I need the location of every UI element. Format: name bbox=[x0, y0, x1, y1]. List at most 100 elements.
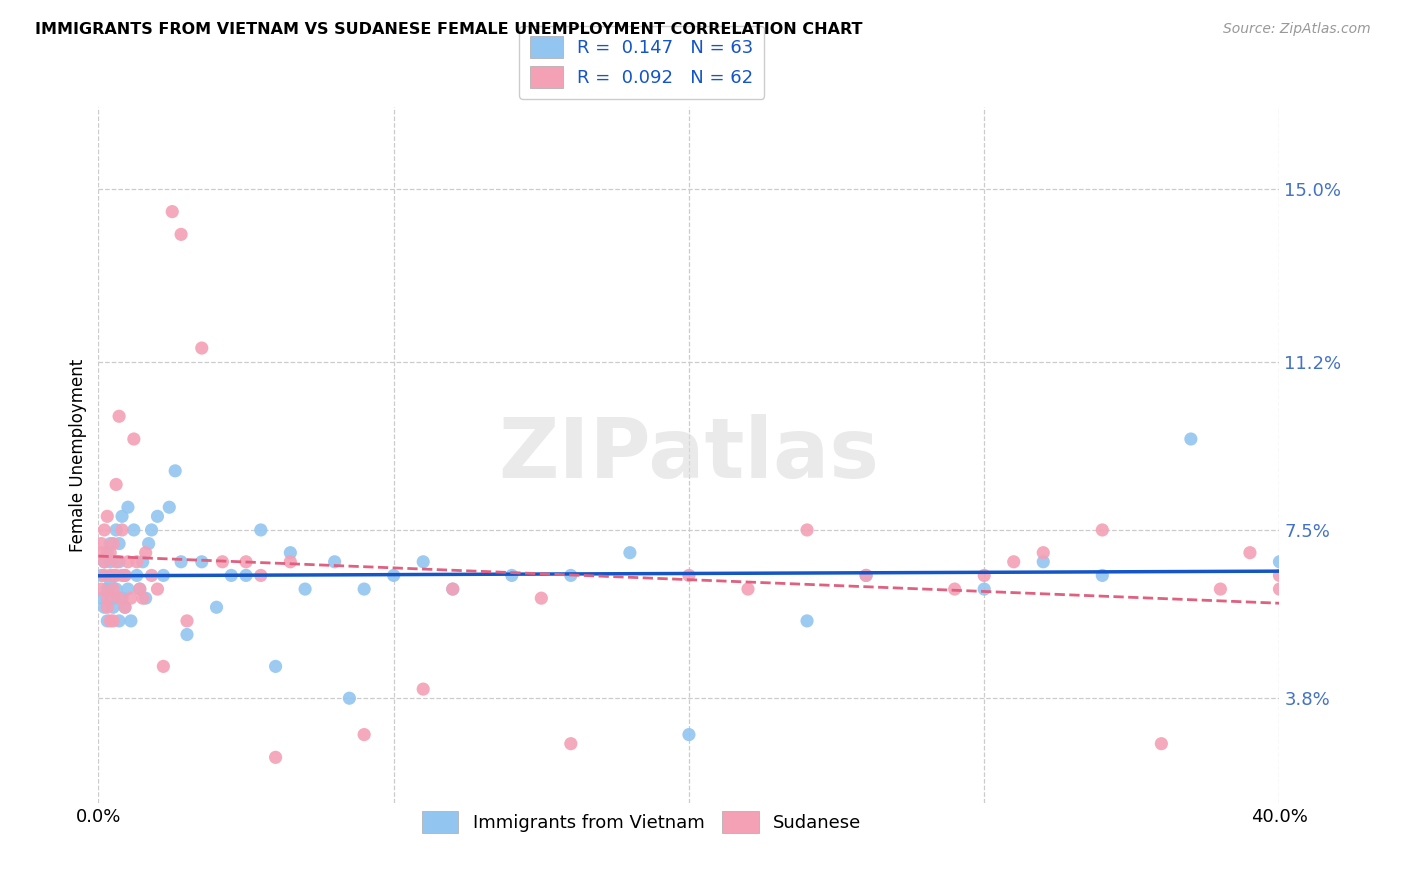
Point bbox=[973, 582, 995, 596]
Point bbox=[1091, 523, 1114, 537]
Point bbox=[120, 614, 142, 628]
Point bbox=[135, 546, 157, 560]
Point bbox=[108, 555, 131, 569]
Point bbox=[93, 568, 115, 582]
Point bbox=[1239, 546, 1261, 560]
Point bbox=[382, 568, 405, 582]
Point bbox=[250, 568, 273, 582]
Point bbox=[111, 591, 134, 606]
Point bbox=[943, 582, 966, 596]
Point bbox=[221, 568, 243, 582]
Point bbox=[132, 555, 155, 569]
Point bbox=[93, 600, 115, 615]
Point bbox=[560, 568, 582, 582]
Point bbox=[108, 536, 131, 550]
Point bbox=[103, 568, 125, 582]
Point bbox=[111, 523, 134, 537]
Point bbox=[796, 614, 818, 628]
Point bbox=[170, 555, 193, 569]
Point bbox=[157, 500, 180, 515]
Point bbox=[98, 568, 121, 582]
Point bbox=[114, 568, 136, 582]
Point bbox=[125, 568, 148, 582]
Point bbox=[90, 536, 112, 550]
Point bbox=[122, 523, 145, 537]
Point bbox=[114, 600, 136, 615]
Point bbox=[165, 464, 187, 478]
Point bbox=[128, 582, 150, 596]
Text: IMMIGRANTS FROM VIETNAM VS SUDANESE FEMALE UNEMPLOYMENT CORRELATION CHART: IMMIGRANTS FROM VIETNAM VS SUDANESE FEMA… bbox=[35, 22, 863, 37]
Point bbox=[98, 555, 121, 569]
Point bbox=[796, 523, 818, 537]
Text: Source: ZipAtlas.com: Source: ZipAtlas.com bbox=[1223, 22, 1371, 37]
Point bbox=[678, 568, 700, 582]
Point bbox=[90, 568, 112, 582]
Point bbox=[93, 555, 115, 569]
Point bbox=[90, 591, 112, 606]
Point bbox=[264, 750, 287, 764]
Point bbox=[141, 568, 163, 582]
Point bbox=[98, 546, 121, 560]
Point bbox=[108, 614, 131, 628]
Point bbox=[103, 582, 125, 596]
Point bbox=[737, 582, 759, 596]
Text: ZIPatlas: ZIPatlas bbox=[499, 415, 879, 495]
Point bbox=[90, 546, 112, 560]
Point bbox=[105, 568, 128, 582]
Point bbox=[93, 555, 115, 569]
Point bbox=[98, 614, 121, 628]
Point bbox=[98, 577, 121, 591]
Point bbox=[108, 409, 131, 424]
Point bbox=[170, 227, 193, 242]
Point bbox=[132, 591, 155, 606]
Point bbox=[1268, 582, 1291, 596]
Point bbox=[135, 591, 157, 606]
Point bbox=[280, 546, 302, 560]
Point bbox=[294, 582, 316, 596]
Point bbox=[96, 546, 118, 560]
Point bbox=[1209, 582, 1232, 596]
Point bbox=[108, 591, 131, 606]
Point bbox=[122, 432, 145, 446]
Point bbox=[146, 509, 169, 524]
Point bbox=[111, 509, 134, 524]
Point bbox=[855, 568, 877, 582]
Point bbox=[114, 600, 136, 615]
Point bbox=[96, 600, 118, 615]
Point bbox=[146, 582, 169, 596]
Legend: Immigrants from Vietnam, Sudanese: Immigrants from Vietnam, Sudanese bbox=[413, 803, 870, 842]
Point bbox=[117, 555, 139, 569]
Point bbox=[530, 591, 553, 606]
Point bbox=[105, 523, 128, 537]
Point bbox=[105, 555, 128, 569]
Point bbox=[235, 555, 257, 569]
Point bbox=[93, 523, 115, 537]
Point bbox=[117, 582, 139, 596]
Point bbox=[103, 614, 125, 628]
Point bbox=[1032, 546, 1054, 560]
Point bbox=[353, 582, 375, 596]
Point bbox=[205, 600, 228, 615]
Point bbox=[973, 568, 995, 582]
Point bbox=[501, 568, 523, 582]
Point bbox=[96, 614, 118, 628]
Point bbox=[264, 659, 287, 673]
Point bbox=[96, 509, 118, 524]
Point bbox=[323, 555, 346, 569]
Point bbox=[1032, 555, 1054, 569]
Point bbox=[560, 737, 582, 751]
Point bbox=[619, 546, 641, 560]
Point bbox=[441, 582, 464, 596]
Point bbox=[1268, 555, 1291, 569]
Point bbox=[103, 536, 125, 550]
Point bbox=[128, 582, 150, 596]
Point bbox=[339, 691, 361, 706]
Point bbox=[90, 582, 112, 596]
Point bbox=[141, 523, 163, 537]
Point bbox=[162, 204, 183, 219]
Point bbox=[211, 555, 233, 569]
Point bbox=[96, 582, 118, 596]
Point bbox=[176, 627, 198, 641]
Point bbox=[1091, 568, 1114, 582]
Point bbox=[280, 555, 302, 569]
